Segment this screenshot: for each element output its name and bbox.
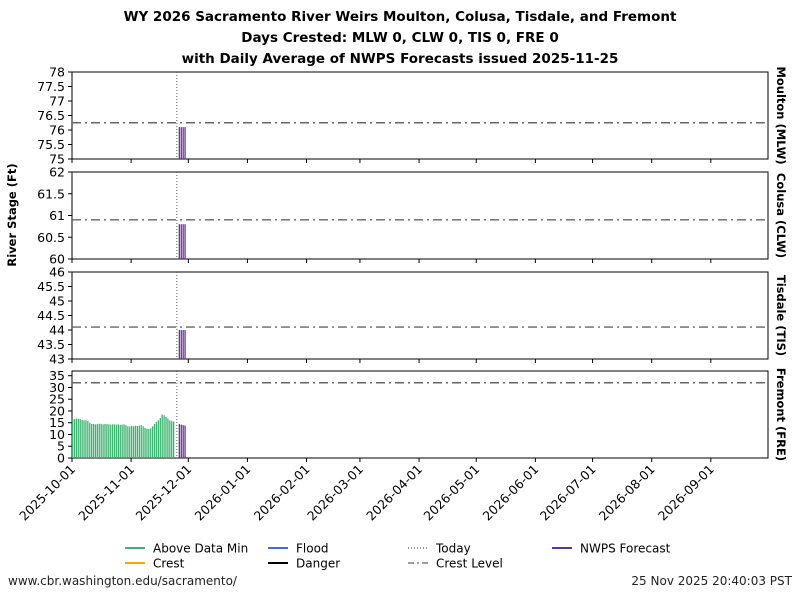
- y-tick-label: 43.5: [37, 337, 65, 352]
- panel-label: Tisdale (TIS): [774, 275, 788, 356]
- y-tick-label: 78: [49, 65, 65, 80]
- x-tick-label: 2026-08-01: [596, 462, 658, 524]
- y-tick-label: 10: [49, 427, 65, 442]
- panel-colusa-clw-: 60 60.5 61 61.5 62 Colusa (CLW): [37, 165, 788, 267]
- y-tick-label: 25: [49, 392, 65, 407]
- y-tick-label: 61.5: [37, 186, 65, 201]
- x-tick-label: 2025-10-01: [16, 462, 78, 524]
- legend-label: Danger: [296, 557, 340, 571]
- x-tick-label: 2026-07-01: [537, 462, 599, 524]
- panel-frame: [71, 171, 769, 260]
- legend-label: Today: [435, 542, 471, 556]
- y-tick-label: 46: [49, 265, 65, 280]
- panel-label: Moulton (MLW): [774, 66, 788, 164]
- y-tick-label: 0: [57, 451, 65, 466]
- y-tick-label: 77: [49, 94, 65, 109]
- legend-label: Above Data Min: [153, 542, 248, 556]
- y-tick-label: 5: [57, 439, 65, 454]
- panel-frame: [71, 370, 769, 459]
- y-tick-label: 30: [49, 380, 65, 395]
- y-tick-label: 35: [49, 368, 65, 383]
- x-tick-label: 2026-06-01: [480, 462, 542, 524]
- y-tick-label: 60.5: [37, 230, 65, 245]
- y-tick-label: 76: [49, 123, 65, 138]
- y-tick-label: 77.5: [37, 79, 65, 94]
- footer-timestamp: 25 Nov 2025 20:40:03 PST: [631, 574, 792, 588]
- panel-label: Colusa (CLW): [774, 173, 788, 258]
- panel-label: Fremont (FRE): [774, 368, 788, 461]
- x-tick-label: 2026-05-01: [420, 462, 482, 524]
- y-tick-label: 61: [49, 208, 65, 223]
- y-tick-label: 62: [49, 165, 65, 180]
- x-tick-label: 2026-02-01: [251, 462, 313, 524]
- footer-url[interactable]: www.cbr.washington.edu/sacramento/: [8, 574, 237, 588]
- x-tick-label: 2025-12-01: [132, 462, 194, 524]
- y-tick-label: 45.5: [37, 279, 65, 294]
- y-axis-label: River Stage (Ft): [5, 163, 19, 266]
- y-tick-label: 76.5: [37, 108, 65, 123]
- chart-title-line-1: WY 2026 Sacramento River Weirs Moulton, …: [124, 9, 677, 25]
- chart-title-line-3: with Daily Average of NWPS Forecasts iss…: [182, 51, 619, 67]
- y-tick-label: 44.5: [37, 308, 65, 323]
- y-tick-label: 75.5: [37, 137, 65, 152]
- y-tick-label: 20: [49, 403, 65, 418]
- x-tick-label: 2026-03-01: [304, 462, 366, 524]
- legend-label: Crest: [153, 557, 185, 571]
- chart-title-line-2: Days Crested: MLW 0, CLW 0, TIS 0, FRE 0: [241, 30, 558, 46]
- y-tick-label: 43: [49, 352, 65, 367]
- x-tick-label: 2026-01-01: [192, 462, 254, 524]
- x-tick-label: 2026-09-01: [655, 462, 717, 524]
- y-tick-label: 75: [49, 152, 65, 167]
- x-tick-label: 2025-11-01: [75, 462, 137, 524]
- y-tick-label: 45: [49, 294, 65, 309]
- y-tick-label: 60: [49, 252, 65, 267]
- panel-frame: [71, 271, 769, 360]
- y-tick-label: 15: [49, 415, 65, 430]
- legend-label: Flood: [296, 542, 329, 556]
- x-tick-label: 2026-04-01: [363, 462, 425, 524]
- y-tick-label: 44: [49, 323, 65, 338]
- panel-frame: [71, 71, 769, 160]
- legend-label: Crest Level: [436, 557, 503, 571]
- legend-label: NWPS Forecast: [580, 542, 671, 556]
